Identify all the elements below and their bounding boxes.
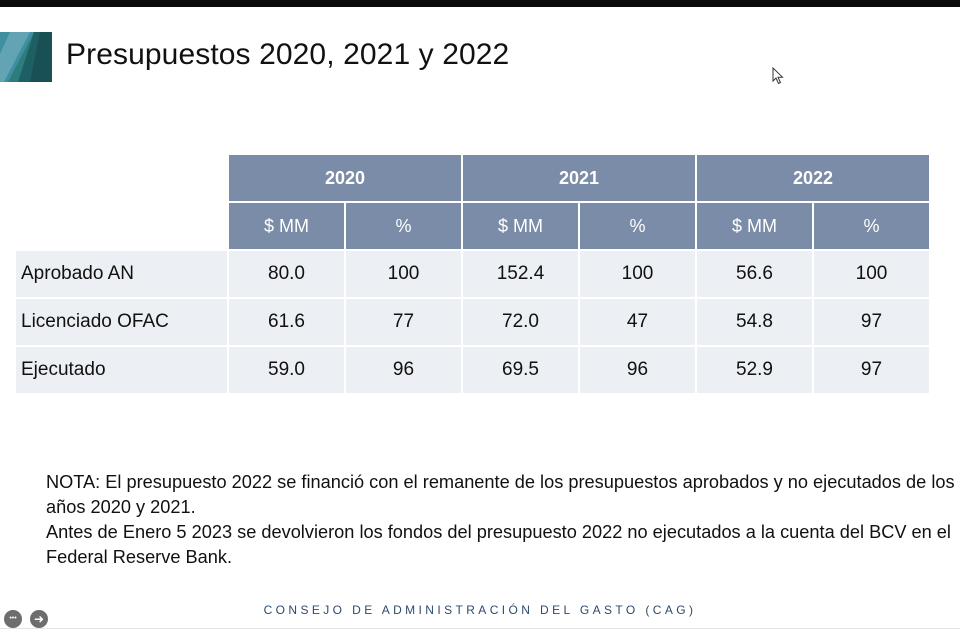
table-cell: 52.9 [697, 347, 812, 393]
table-cell: 77 [346, 299, 461, 345]
header-year-2020: 2020 [229, 155, 461, 201]
logo-icon [0, 32, 52, 82]
table-row: Aprobado AN 80.0 100 152.4 100 56.6 100 [16, 251, 929, 297]
table-header-row-years: 2020 2021 2022 [16, 155, 929, 201]
subheader-percent: % [580, 203, 695, 249]
table-cell: 61.6 [229, 299, 344, 345]
header-year-2022: 2022 [697, 155, 929, 201]
table-cell: 80.0 [229, 251, 344, 297]
subheader-mm: $ MM [229, 203, 344, 249]
table-cell: 56.6 [697, 251, 812, 297]
arrow-right-icon[interactable]: ➜ [30, 610, 48, 628]
table-corner-sub [16, 203, 227, 249]
note-paragraph-2: Antes de Enero 5 2023 se devolvieron los… [46, 522, 951, 567]
table-cell: 59.0 [229, 347, 344, 393]
table-cell: 69.5 [463, 347, 578, 393]
table-cell: 72.0 [463, 299, 578, 345]
table-cell: 100 [346, 251, 461, 297]
table-cell: 152.4 [463, 251, 578, 297]
slide-title: Presupuestos 2020, 2021 y 2022 [66, 38, 510, 71]
note-paragraph-1: NOTA: El presupuesto 2022 se financió co… [46, 472, 955, 517]
table-cell: 54.8 [697, 299, 812, 345]
footer-divider [0, 628, 960, 629]
table-cell: 97 [814, 299, 929, 345]
row-label-ejecutado: Ejecutado [16, 347, 227, 393]
table-cell: 47 [580, 299, 695, 345]
budget-table-container: 2020 2021 2022 $ MM % $ MM % $ MM % Apro… [14, 153, 931, 395]
mouse-cursor-icon [772, 66, 784, 85]
subheader-mm: $ MM [463, 203, 578, 249]
table-row: Licenciado OFAC 61.6 77 72.0 47 54.8 97 [16, 299, 929, 345]
subheader-mm: $ MM [697, 203, 812, 249]
row-label-aprobado: Aprobado AN [16, 251, 227, 297]
budget-table: 2020 2021 2022 $ MM % $ MM % $ MM % Apro… [14, 153, 931, 395]
more-icon[interactable]: ••• [4, 610, 22, 628]
top-black-bar [0, 0, 960, 7]
table-header-row-units: $ MM % $ MM % $ MM % [16, 203, 929, 249]
subheader-percent: % [814, 203, 929, 249]
footer-organization: CONSEJO DE ADMINISTRACIÓN DEL GASTO (CAG… [263, 603, 697, 617]
table-cell: 96 [346, 347, 461, 393]
table-cell: 96 [580, 347, 695, 393]
subheader-percent: % [346, 203, 461, 249]
table-cell: 100 [580, 251, 695, 297]
table-cell: 97 [814, 347, 929, 393]
table-corner [16, 155, 227, 201]
table-cell: 100 [814, 251, 929, 297]
note-text: NOTA: El presupuesto 2022 se financió co… [46, 470, 956, 570]
header-year-2021: 2021 [463, 155, 695, 201]
row-label-licenciado: Licenciado OFAC [16, 299, 227, 345]
table-row: Ejecutado 59.0 96 69.5 96 52.9 97 [16, 347, 929, 393]
